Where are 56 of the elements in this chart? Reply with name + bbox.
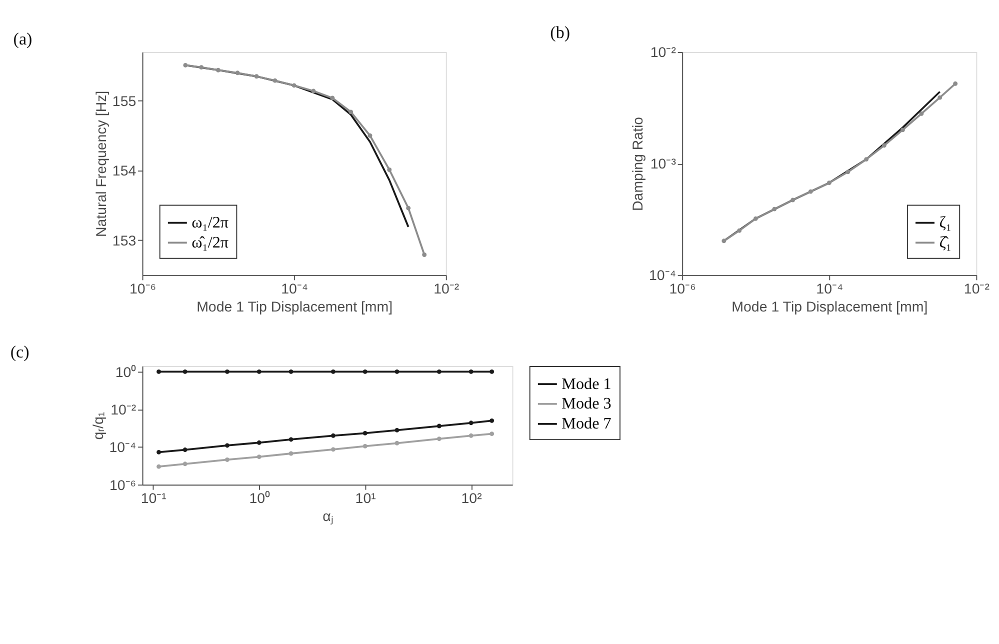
y-tick-label: 10⁻² bbox=[650, 45, 676, 62]
point bbox=[919, 111, 924, 116]
x-axis-title: Mode 1 Tip Displacement [mm] bbox=[732, 299, 928, 316]
x-axis-title: αⱼ bbox=[322, 509, 333, 526]
y-tick-label: 10⁰ bbox=[115, 364, 136, 381]
legend-label: ζ₁ bbox=[939, 214, 952, 232]
point bbox=[292, 83, 296, 88]
x-tick-label: 10⁻² bbox=[964, 281, 990, 298]
point bbox=[368, 133, 372, 138]
y-tick-label: 155 bbox=[112, 94, 136, 110]
point bbox=[772, 206, 777, 212]
y-tick-label: 10⁻⁴ bbox=[109, 440, 136, 456]
legend-label: Mode 7 bbox=[562, 416, 612, 433]
point bbox=[235, 70, 240, 76]
point bbox=[254, 74, 259, 79]
x-axis-title: Mode 1 Tip Displacement [mm] bbox=[196, 299, 393, 316]
point bbox=[272, 78, 278, 83]
x-tick-label: 10¹ bbox=[355, 491, 376, 508]
legend-label: Mode 3 bbox=[562, 396, 612, 413]
point bbox=[900, 128, 905, 132]
legend-label: ζ̂₁ bbox=[939, 234, 952, 252]
x-tick-label: 10⁻⁴ bbox=[281, 281, 308, 298]
x-tick-label: 10⁻² bbox=[434, 281, 460, 298]
chart-title: (a) bbox=[13, 29, 32, 48]
x-tick-label: 10⁻⁴ bbox=[816, 281, 844, 298]
point bbox=[808, 189, 813, 194]
point bbox=[348, 110, 354, 114]
x-tick-label: 10² bbox=[461, 491, 482, 508]
point bbox=[882, 143, 886, 148]
point bbox=[790, 198, 796, 202]
point bbox=[406, 206, 411, 210]
point bbox=[864, 157, 869, 162]
y-tick-label: 10⁻³ bbox=[650, 156, 676, 173]
point bbox=[311, 88, 316, 94]
y-tick-label: 153 bbox=[112, 233, 136, 250]
point bbox=[938, 95, 942, 100]
x-tick-label: 10⁻¹ bbox=[140, 491, 167, 508]
x-tick-label: 10⁻⁶ bbox=[129, 281, 156, 298]
x-tick-label: 10⁰ bbox=[249, 490, 270, 508]
point bbox=[330, 96, 335, 100]
chart-title: (c) bbox=[10, 342, 30, 362]
legend-label: Mode 1 bbox=[562, 376, 612, 393]
y-axis-title: Damping Ratio bbox=[630, 116, 647, 211]
y-axis-title: Natural Frequency [Hz] bbox=[94, 90, 110, 238]
legend-label: ω₁/2π bbox=[192, 214, 229, 232]
y-tick-label: 10⁻⁶ bbox=[109, 478, 136, 494]
y-tick-label: 10⁻² bbox=[110, 402, 136, 419]
point bbox=[216, 68, 220, 72]
y-tick-label: 154 bbox=[112, 164, 136, 180]
point bbox=[387, 168, 392, 172]
chart-title: (b) bbox=[550, 22, 570, 42]
point bbox=[753, 216, 758, 221]
point bbox=[846, 170, 850, 174]
legend-label: ω̂₁/2π bbox=[192, 234, 229, 252]
y-axis-title: qᵣ/q₁ bbox=[90, 412, 107, 440]
point bbox=[826, 180, 832, 186]
